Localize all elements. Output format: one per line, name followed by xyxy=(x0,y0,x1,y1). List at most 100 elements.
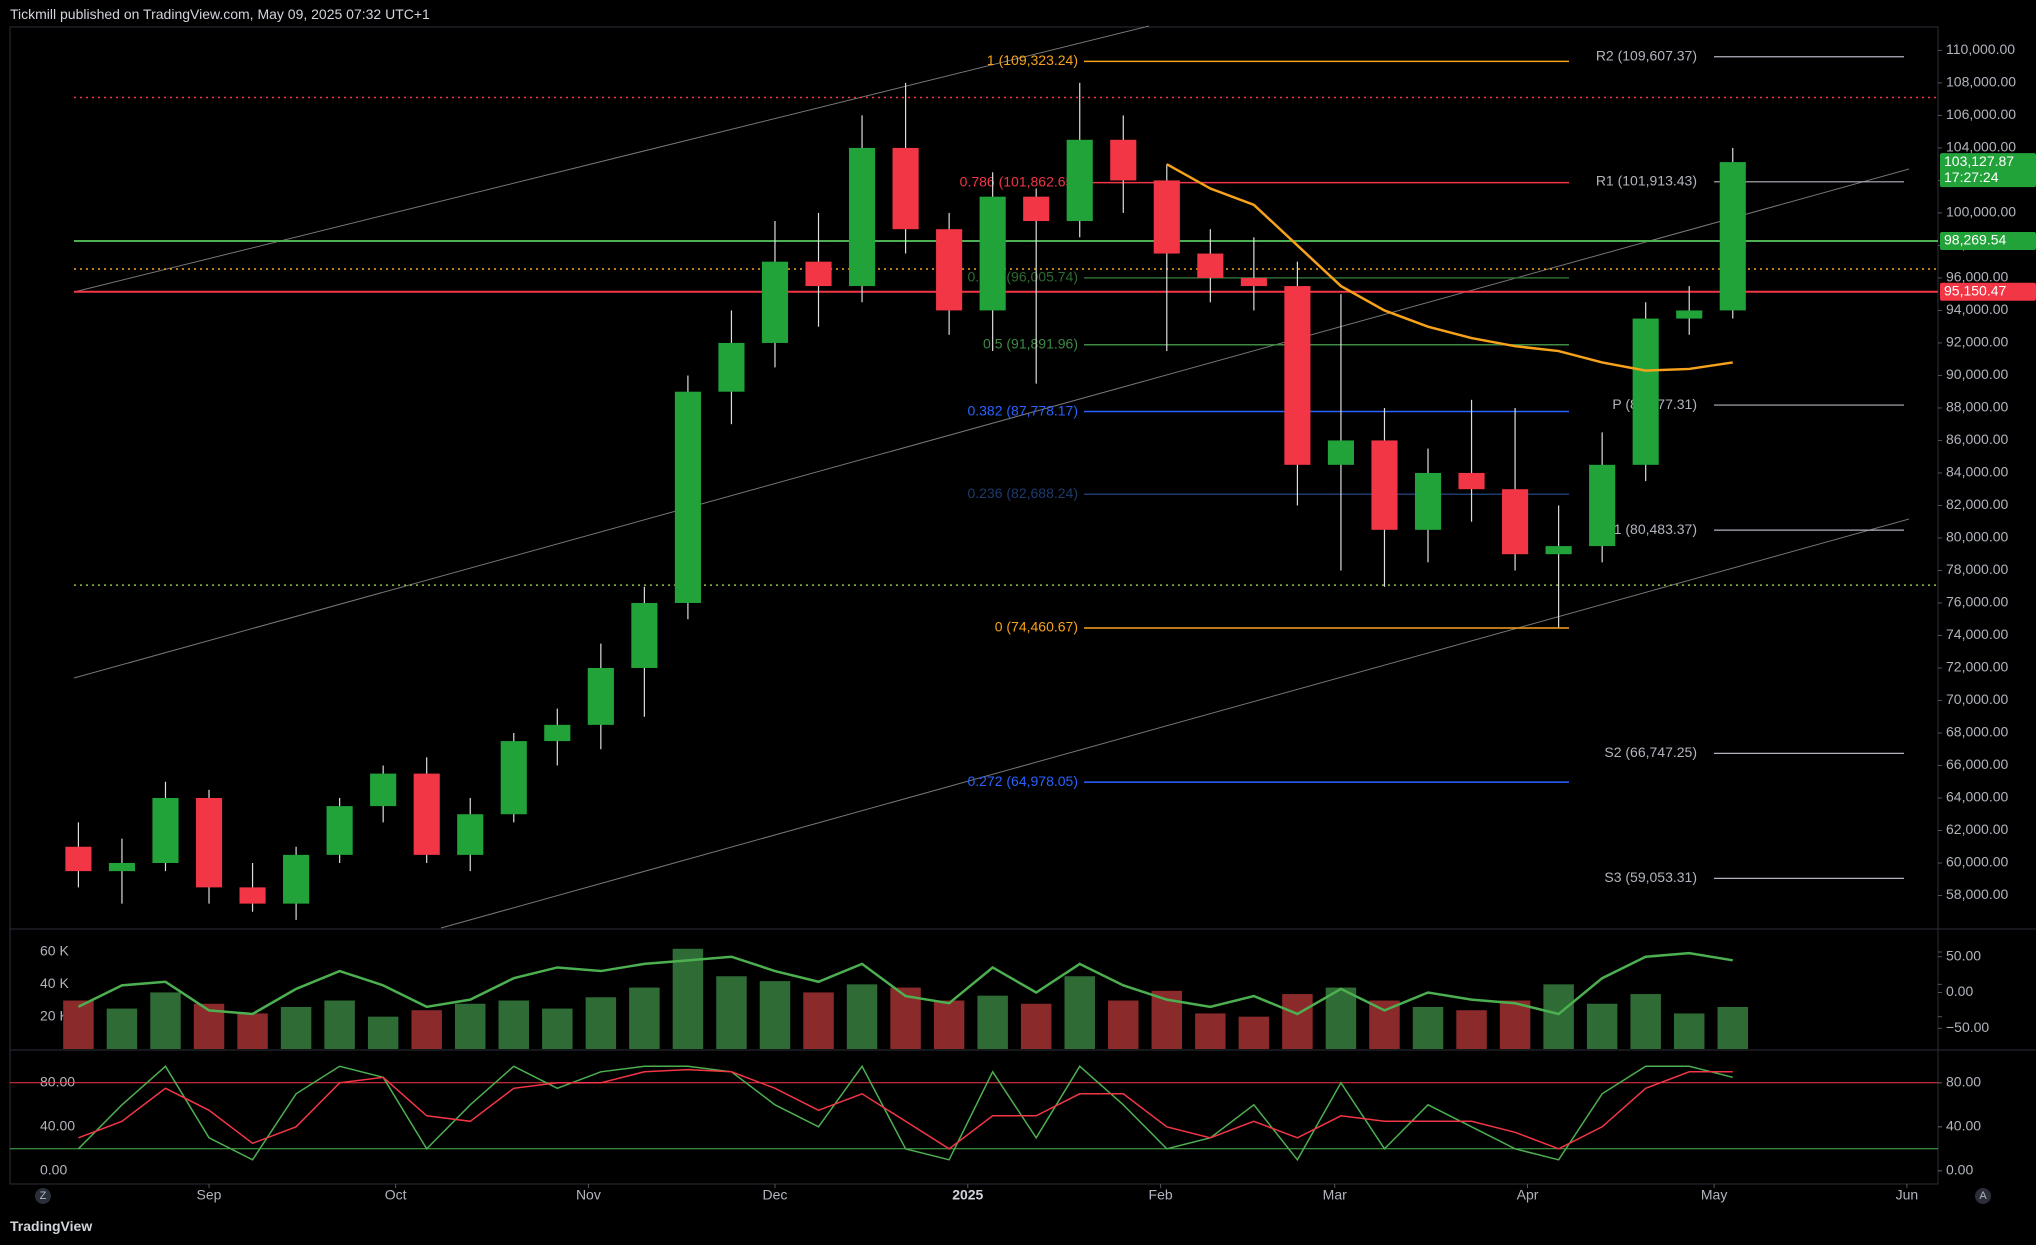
volume-bar xyxy=(672,948,704,1049)
candle-body xyxy=(108,862,136,872)
volume-bar xyxy=(1020,1003,1052,1049)
x-tick-label: May xyxy=(1701,1187,1727,1203)
x-tick-label: Jun xyxy=(1896,1187,1919,1203)
candle-body xyxy=(674,391,701,603)
volume-bar xyxy=(1325,987,1357,1049)
y-tick-label: 96,000.00 xyxy=(1946,269,2008,285)
volume-bar xyxy=(324,1000,355,1049)
volume-bar xyxy=(1238,1016,1270,1049)
candle-body xyxy=(283,854,310,904)
fib-label: 0.786 (101,862.65) xyxy=(960,173,1078,189)
volume-bar xyxy=(367,1016,399,1049)
price-tag xyxy=(1940,282,2036,301)
y-tick-label: 50.00 xyxy=(1946,947,1981,963)
axis-button[interactable] xyxy=(1975,1188,1991,1204)
volume-bar xyxy=(585,997,617,1049)
y-tick-label: 70,000.00 xyxy=(1946,691,2008,707)
x-tick-label: Nov xyxy=(576,1187,601,1203)
candle-body xyxy=(457,814,484,855)
y-tick-label: 60 K xyxy=(40,943,69,959)
volume-bar xyxy=(106,1008,138,1049)
candle-body xyxy=(718,342,745,392)
volume-bar xyxy=(846,984,878,1049)
y-tick-label: 0.00 xyxy=(1946,983,1973,999)
y-tick-label: 0.00 xyxy=(1946,1162,1973,1178)
candle-body xyxy=(326,806,353,855)
y-tick-label: 100,000.00 xyxy=(1946,204,2016,220)
y-tick-label: 110,000.00 xyxy=(1946,41,2015,57)
volume-bar xyxy=(1543,984,1574,1049)
candle-body xyxy=(152,797,179,863)
x-tick-label: Oct xyxy=(385,1187,407,1203)
candle-body xyxy=(587,667,614,725)
y-tick-label: 20 K xyxy=(40,1007,69,1023)
y-tick-label: 94,000.00 xyxy=(1946,301,2008,317)
candle-body xyxy=(1632,318,1659,465)
y-tick-label: 40 K xyxy=(40,975,69,991)
fib-label: 0.236 (82,688.24) xyxy=(967,485,1078,501)
price-tag-label: 95,150.47 xyxy=(1944,282,2006,298)
candle-body xyxy=(1327,440,1355,465)
candle-body xyxy=(805,261,832,287)
candle-body xyxy=(65,846,92,872)
fib-label: 0.382 (87,778.17) xyxy=(967,402,1078,418)
candle-body xyxy=(631,602,658,668)
y-tick-label: 108,000.00 xyxy=(1946,74,2016,90)
axis-button-label: A xyxy=(1979,1190,1987,1202)
candle-body xyxy=(1719,162,1746,311)
fib-label: 0 (74,460.67) xyxy=(995,619,1078,635)
volume-bar xyxy=(933,1000,965,1049)
volume-bar xyxy=(1369,1000,1400,1049)
y-tick-label: −50.00 xyxy=(1946,1019,1989,1035)
axis-button-label: Z xyxy=(40,1190,47,1202)
candle-body xyxy=(1676,310,1703,319)
y-tick-label: 58,000.00 xyxy=(1946,886,2008,902)
frame xyxy=(9,26,1939,1185)
y-tick-label: 80.00 xyxy=(40,1074,75,1090)
moving-average xyxy=(1166,163,1733,372)
candle-body xyxy=(1545,546,1572,555)
y-tick-label: 60,000.00 xyxy=(1946,854,2008,870)
y-tick-label: 64,000.00 xyxy=(1946,789,2008,805)
candle-body xyxy=(1197,253,1224,278)
volume-bar xyxy=(1064,976,1095,1049)
candle-body xyxy=(848,147,876,287)
volume-bar xyxy=(1499,1000,1531,1049)
pivot-label: R1 (101,913.43) xyxy=(1596,173,1697,189)
fib-label: 0.272 (64,978.05) xyxy=(967,773,1078,789)
y-tick-label: 74,000.00 xyxy=(1946,626,2008,642)
volume-bar xyxy=(542,1008,573,1049)
candle-body xyxy=(370,773,397,807)
y-tick-label: 40.00 xyxy=(1946,1118,1981,1134)
y-tick-label: 0.00 xyxy=(40,1162,67,1178)
candle-body xyxy=(500,741,527,815)
y-tick-label: 90,000.00 xyxy=(1946,366,2008,382)
header: Tickmill published on TradingView.com, M… xyxy=(10,6,430,22)
stochastic-line xyxy=(77,1064,1733,1162)
volume-bar xyxy=(1717,1006,1748,1049)
candle-body xyxy=(1502,489,1529,555)
volume-bar xyxy=(803,992,834,1049)
y-tick-label: 86,000.00 xyxy=(1946,431,2008,447)
y-tick-label: 76,000.00 xyxy=(1946,594,2008,610)
candle-body xyxy=(1110,139,1137,181)
y-tick-label: 78,000.00 xyxy=(1946,561,2008,577)
candle-body xyxy=(544,724,571,742)
y-tick-label: 66,000.00 xyxy=(1946,756,2008,772)
candle-body xyxy=(761,261,789,343)
axis-button[interactable] xyxy=(35,1188,51,1204)
pivot-label: R2 (109,607.37) xyxy=(1596,47,1697,63)
y-tick-label: 62,000.00 xyxy=(1946,821,2008,837)
pivot-label: S3 (59,053.31) xyxy=(1604,869,1697,885)
price-tag xyxy=(1940,153,2036,188)
volume-bar xyxy=(716,976,747,1049)
candle-body xyxy=(1458,472,1485,490)
volume-bar xyxy=(150,992,181,1049)
y-tick-label: 88,000.00 xyxy=(1946,399,2008,415)
volume-bar xyxy=(629,987,660,1049)
y-tick-label: 80,000.00 xyxy=(1946,529,2008,545)
candle-body xyxy=(1153,180,1180,254)
volume-bar xyxy=(237,1013,268,1049)
volume-bar xyxy=(1282,994,1313,1049)
price-tag-label: 103,127.87 xyxy=(1944,153,2014,169)
